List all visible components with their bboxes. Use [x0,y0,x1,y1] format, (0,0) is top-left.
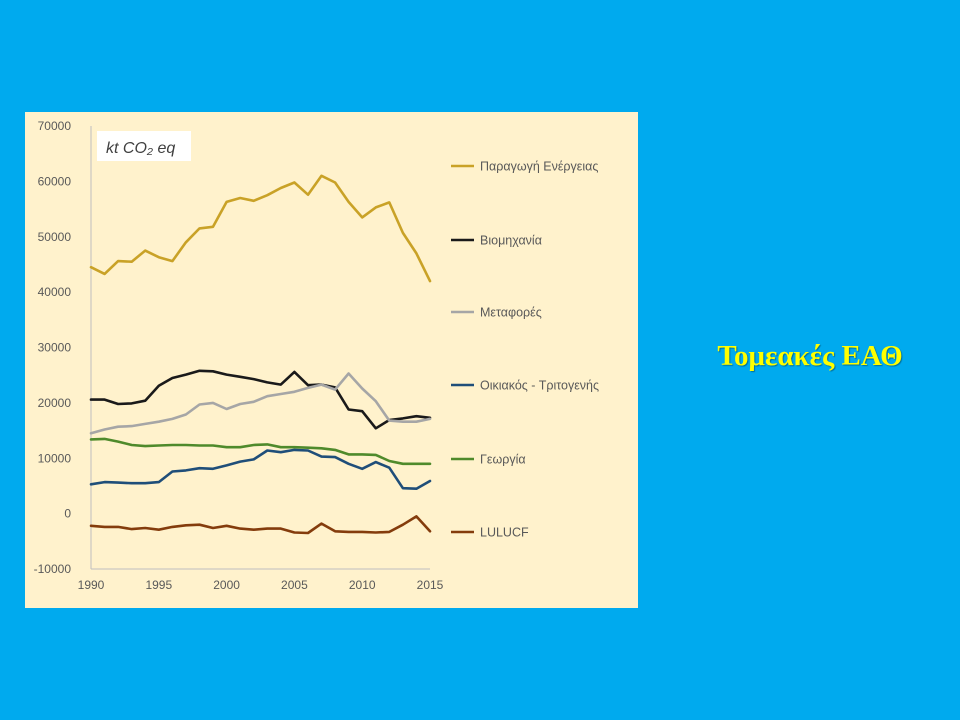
series-line-3 [89,448,432,491]
series-line-4 [89,437,432,466]
y-tick-label: 30000 [38,341,72,355]
x-tick-label: 1995 [145,578,172,592]
y-tick-label: 10000 [38,451,72,465]
y-tick-label: 60000 [38,174,72,188]
legend-label-4: Γεωργία [480,453,526,467]
series-line-5 [89,515,432,535]
chart-panel: 70000 60000 50000 40000 30000 20000 10000 0 -100… [25,112,638,608]
unit-label-box [97,131,191,161]
series-line-1 [89,369,432,430]
slide-title: Τομεακές ΕΑΘ [717,340,903,372]
x-tick-label: 2005 [281,578,308,592]
legend-label-1: Βιομηχανία [480,234,542,248]
x-tick-label: 2000 [213,578,240,592]
legend-label-5: LULUCF [480,526,529,540]
series-line-2 [89,372,432,435]
y-tick-label: 70000 [38,119,72,133]
y-tick-label: -10000 [34,562,72,576]
x-tick-label: 1990 [78,578,105,592]
y-tick-label: 20000 [38,396,72,410]
emissions-line-chart: 70000 60000 50000 40000 30000 20000 10000 0 -100… [34,119,599,592]
y-tick-label: 40000 [38,285,72,299]
legend-label-0: Παραγωγή Ενέργειας [480,160,598,174]
legend-label-2: Μεταφορές [480,306,542,320]
x-tick-label: 2015 [417,578,444,592]
unit-label: kt CO₂ eq [106,140,175,157]
x-tick-label: 2010 [349,578,376,592]
y-tick-label: 0 [64,507,71,521]
legend-label-3: Οικιακός - Τριτογενής [480,379,599,393]
series-line-0 [89,174,432,283]
y-tick-label: 50000 [38,230,72,244]
